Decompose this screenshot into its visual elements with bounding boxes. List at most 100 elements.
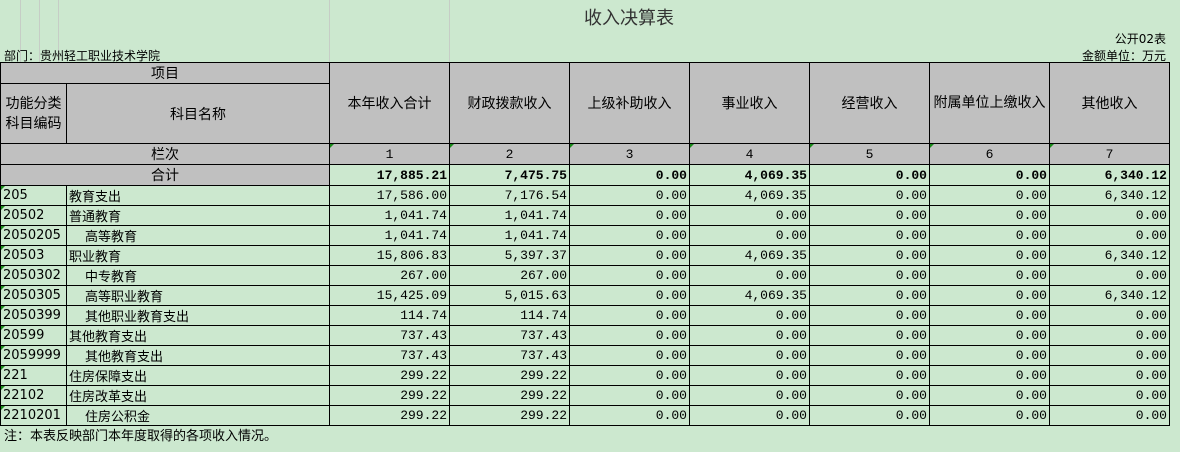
amount-cell[interactable]: 114.74 bbox=[449, 305, 570, 326]
amount-cell[interactable]: 737.43 bbox=[329, 345, 450, 366]
amount-cell[interactable]: 0.00 bbox=[569, 285, 690, 306]
header-col[interactable]: 上级补助收入 bbox=[569, 62, 690, 144]
amount-cell[interactable]: 0.00 bbox=[1049, 305, 1170, 326]
column-number[interactable]: 1 bbox=[329, 143, 450, 165]
amount-cell[interactable]: 7,176.54 bbox=[449, 185, 570, 206]
column-number[interactable]: 2 bbox=[449, 143, 570, 165]
header-col[interactable]: 本年收入合计 bbox=[329, 62, 450, 144]
amount-cell[interactable]: 0.00 bbox=[809, 345, 930, 366]
amount-cell[interactable]: 0.00 bbox=[809, 325, 930, 346]
amount-cell[interactable]: 0.00 bbox=[1049, 385, 1170, 406]
amount-cell[interactable]: 737.43 bbox=[329, 325, 450, 346]
subject-name[interactable]: 住房改革支出 bbox=[66, 385, 330, 406]
amount-cell[interactable]: 299.22 bbox=[329, 385, 450, 406]
amount-cell[interactable]: 0.00 bbox=[929, 305, 1050, 326]
amount-cell[interactable]: 0.00 bbox=[689, 325, 810, 346]
subject-code[interactable]: 20502 bbox=[0, 205, 67, 226]
amount-cell[interactable]: 0.00 bbox=[929, 205, 1050, 226]
amount-cell[interactable]: 299.22 bbox=[449, 405, 570, 426]
amount-cell[interactable]: 0.00 bbox=[569, 325, 690, 346]
amount-cell[interactable]: 1,041.74 bbox=[329, 205, 450, 226]
amount-cell[interactable]: 0.00 bbox=[1049, 265, 1170, 286]
amount-cell[interactable]: 5,015.63 bbox=[449, 285, 570, 306]
amount-cell[interactable]: 0.00 bbox=[1049, 225, 1170, 246]
amount-cell[interactable]: 0.00 bbox=[689, 385, 810, 406]
amount-cell[interactable]: 6,340.12 bbox=[1049, 285, 1170, 306]
amount-cell[interactable]: 0.00 bbox=[929, 325, 1050, 346]
total-value[interactable]: 7,475.75 bbox=[449, 164, 570, 186]
header-col[interactable]: 其他收入 bbox=[1049, 62, 1170, 144]
subject-name[interactable]: 职业教育 bbox=[66, 245, 330, 266]
amount-cell[interactable]: 299.22 bbox=[329, 365, 450, 386]
amount-cell[interactable]: 0.00 bbox=[569, 265, 690, 286]
total-value[interactable]: 0.00 bbox=[569, 164, 690, 186]
total-value[interactable]: 4,069.35 bbox=[689, 164, 810, 186]
column-number[interactable]: 3 bbox=[569, 143, 690, 165]
amount-cell[interactable]: 17,586.00 bbox=[329, 185, 450, 206]
amount-cell[interactable]: 0.00 bbox=[809, 245, 930, 266]
amount-cell[interactable]: 0.00 bbox=[809, 265, 930, 286]
amount-cell[interactable]: 0.00 bbox=[929, 265, 1050, 286]
total-value[interactable]: 17,885.21 bbox=[329, 164, 450, 186]
subject-name[interactable]: 住房公积金 bbox=[66, 405, 330, 426]
amount-cell[interactable]: 0.00 bbox=[689, 345, 810, 366]
subject-code[interactable]: 205 bbox=[0, 185, 67, 206]
amount-cell[interactable]: 0.00 bbox=[809, 385, 930, 406]
subject-code[interactable]: 2210201 bbox=[0, 405, 67, 426]
header-code[interactable]: 功能分类科目编码 bbox=[0, 83, 67, 144]
amount-cell[interactable]: 267.00 bbox=[449, 265, 570, 286]
amount-cell[interactable]: 6,340.12 bbox=[1049, 245, 1170, 266]
amount-cell[interactable]: 0.00 bbox=[1049, 325, 1170, 346]
amount-cell[interactable]: 0.00 bbox=[929, 365, 1050, 386]
amount-cell[interactable]: 0.00 bbox=[809, 285, 930, 306]
amount-cell[interactable]: 737.43 bbox=[449, 345, 570, 366]
amount-cell[interactable]: 0.00 bbox=[929, 285, 1050, 306]
header-col[interactable]: 事业收入 bbox=[689, 62, 810, 144]
amount-cell[interactable]: 0.00 bbox=[929, 185, 1050, 206]
amount-cell[interactable]: 0.00 bbox=[569, 405, 690, 426]
amount-cell[interactable]: 299.22 bbox=[449, 365, 570, 386]
amount-cell[interactable]: 737.43 bbox=[449, 325, 570, 346]
amount-cell[interactable]: 0.00 bbox=[569, 205, 690, 226]
amount-cell[interactable]: 4,069.35 bbox=[689, 245, 810, 266]
total-value[interactable]: 0.00 bbox=[929, 164, 1050, 186]
amount-cell[interactable]: 0.00 bbox=[1049, 365, 1170, 386]
amount-cell[interactable]: 0.00 bbox=[809, 305, 930, 326]
subject-name[interactable]: 教育支出 bbox=[66, 185, 330, 206]
amount-cell[interactable]: 0.00 bbox=[1049, 405, 1170, 426]
subject-name[interactable]: 住房保障支出 bbox=[66, 365, 330, 386]
amount-cell[interactable]: 0.00 bbox=[809, 225, 930, 246]
amount-cell[interactable]: 0.00 bbox=[689, 365, 810, 386]
subject-name[interactable]: 普通教育 bbox=[66, 205, 330, 226]
amount-cell[interactable]: 0.00 bbox=[569, 365, 690, 386]
header-col[interactable]: 附属单位上缴收入 bbox=[929, 62, 1050, 144]
amount-cell[interactable]: 0.00 bbox=[689, 225, 810, 246]
amount-cell[interactable]: 267.00 bbox=[329, 265, 450, 286]
amount-cell[interactable]: 0.00 bbox=[689, 265, 810, 286]
total-value[interactable]: 6,340.12 bbox=[1049, 164, 1170, 186]
amount-cell[interactable]: 0.00 bbox=[569, 185, 690, 206]
amount-cell[interactable]: 0.00 bbox=[569, 245, 690, 266]
subject-code[interactable]: 22102 bbox=[0, 385, 67, 406]
amount-cell[interactable]: 0.00 bbox=[569, 305, 690, 326]
column-number[interactable]: 4 bbox=[689, 143, 810, 165]
amount-cell[interactable]: 0.00 bbox=[689, 405, 810, 426]
amount-cell[interactable]: 0.00 bbox=[1049, 345, 1170, 366]
amount-cell[interactable]: 1,041.74 bbox=[449, 205, 570, 226]
amount-cell[interactable]: 0.00 bbox=[809, 185, 930, 206]
header-item[interactable]: 项目 bbox=[0, 62, 330, 84]
amount-cell[interactable]: 0.00 bbox=[1049, 205, 1170, 226]
amount-cell[interactable]: 4,069.35 bbox=[689, 285, 810, 306]
amount-cell[interactable]: 0.00 bbox=[929, 405, 1050, 426]
total-value[interactable]: 0.00 bbox=[809, 164, 930, 186]
amount-cell[interactable]: 0.00 bbox=[929, 225, 1050, 246]
amount-cell[interactable]: 0.00 bbox=[689, 305, 810, 326]
subject-name[interactable]: 其他教育支出 bbox=[66, 325, 330, 346]
amount-cell[interactable]: 299.22 bbox=[449, 385, 570, 406]
subject-code[interactable]: 221 bbox=[0, 365, 67, 386]
amount-cell[interactable]: 4,069.35 bbox=[689, 185, 810, 206]
amount-cell[interactable]: 6,340.12 bbox=[1049, 185, 1170, 206]
subject-name[interactable]: 高等教育 bbox=[66, 225, 330, 246]
total-label[interactable]: 合计 bbox=[0, 164, 330, 186]
subject-name[interactable]: 其他教育支出 bbox=[66, 345, 330, 366]
